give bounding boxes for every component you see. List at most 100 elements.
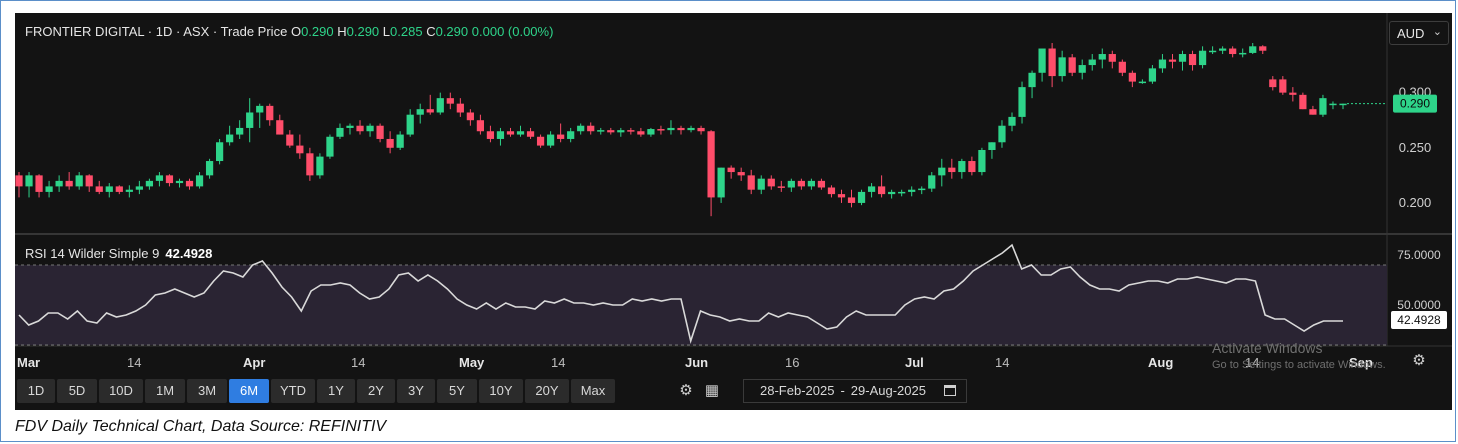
last-price-tag <box>1393 94 1437 113</box>
candle-body <box>25 175 33 187</box>
candle-body <box>326 136 334 157</box>
candle-body <box>747 175 755 190</box>
candle-body <box>577 125 585 132</box>
period-button-1d[interactable]: 1D <box>17 379 55 403</box>
rsi-value-tag <box>1391 311 1447 330</box>
price-tick-label: 0.200 <box>1399 195 1432 210</box>
time-axis-label: Jun <box>685 355 708 370</box>
candle-body <box>938 167 946 176</box>
time-axis-label: 14 <box>1245 355 1259 370</box>
candle-body <box>466 112 474 121</box>
period-button-max[interactable]: Max <box>571 379 615 403</box>
candle-body <box>1188 54 1197 66</box>
candle-body <box>717 167 725 198</box>
candle-body <box>1269 79 1277 88</box>
candle-body <box>637 131 645 135</box>
candle-body <box>687 127 695 131</box>
currency-label: AUD <box>1397 26 1425 41</box>
period-button-1m[interactable]: 1M <box>145 379 185 403</box>
candle-body <box>1148 68 1157 82</box>
candle-body <box>1259 46 1267 51</box>
candle-body <box>1108 54 1116 62</box>
candle-body <box>155 175 164 181</box>
close-value: 0.290 <box>435 24 469 39</box>
candle-body <box>797 180 805 187</box>
candle-body <box>837 194 846 198</box>
period-button-3m[interactable]: 3M <box>187 379 227 403</box>
period-button-1y[interactable]: 1Y <box>317 379 355 403</box>
candle-body <box>1198 50 1207 66</box>
candle-body <box>1219 48 1227 51</box>
candle-body <box>1229 48 1237 55</box>
candle-body <box>567 131 575 139</box>
candle-body <box>306 153 314 176</box>
candle-body <box>1048 48 1056 77</box>
candle-body <box>1279 79 1287 93</box>
table-icon[interactable]: ▦ <box>704 382 720 399</box>
candle-body <box>877 186 886 195</box>
time-axis-label: Mar <box>17 355 40 370</box>
time-axis-label: Sep <box>1349 355 1373 370</box>
date-range-picker[interactable]: 28-Feb-2025-29-Aug-2025 <box>743 379 967 403</box>
candle-body <box>1329 103 1337 106</box>
candle-body <box>1008 116 1016 126</box>
candle-body <box>998 125 1006 143</box>
candle-body <box>15 175 23 187</box>
candle-body <box>145 180 154 187</box>
candle-body <box>45 186 53 192</box>
candle-body <box>777 186 785 188</box>
chart-header: FRONTIER DIGITAL · 1D · ASX · Trade Pric… <box>25 24 554 39</box>
time-axis-label: 16 <box>785 355 799 370</box>
candle-body <box>737 172 745 176</box>
period-button-3y[interactable]: 3Y <box>397 379 435 403</box>
period-button-10y[interactable]: 10Y <box>479 379 523 403</box>
candle-body <box>1178 54 1187 62</box>
rsi-value: 42.4928 <box>165 246 213 261</box>
candle-body <box>1239 52 1247 55</box>
candle-body <box>266 105 274 121</box>
candle-body <box>286 134 294 146</box>
candle-body <box>175 180 184 184</box>
candle-body <box>185 180 194 187</box>
candle-body <box>95 186 103 192</box>
candle-body <box>1078 65 1086 73</box>
candle-body <box>1018 87 1026 117</box>
open-label: O <box>290 24 302 39</box>
period-button-10d[interactable]: 10D <box>99 379 143 403</box>
period-button-5y[interactable]: 5Y <box>437 379 477 403</box>
candle-body <box>1339 103 1347 106</box>
candle-body <box>195 175 204 187</box>
candle-body <box>105 186 113 192</box>
time-axis-label: 14 <box>995 355 1009 370</box>
candle-body <box>1068 57 1076 73</box>
settings-icon[interactable]: ⚙ <box>1412 352 1426 369</box>
period-button-5d[interactable]: 5D <box>57 379 97 403</box>
gear-icon[interactable]: ⚙ <box>679 382 693 399</box>
candle-body <box>356 125 364 132</box>
start-date: 28-Feb-2025 <box>760 383 835 398</box>
time-axis-label: Aug <box>1148 355 1173 370</box>
calendar-icon <box>944 385 956 396</box>
period-button-6m[interactable]: 6M <box>229 379 269 403</box>
rsi-tick-label: 50.0000 <box>1397 298 1441 312</box>
interval-label: 1D <box>155 24 173 39</box>
period-button-20y[interactable]: 20Y <box>525 379 569 403</box>
candle-body <box>767 178 775 187</box>
rsi-title: RSI 14 Wilder Simple 9 <box>25 246 160 261</box>
candle-body <box>1168 59 1177 62</box>
candle-body <box>1158 59 1167 69</box>
candle-body <box>647 129 655 135</box>
candle-body <box>526 131 535 137</box>
candle-body <box>316 156 324 176</box>
time-axis-label: Jul <box>905 355 924 370</box>
period-button-ytd[interactable]: YTD <box>271 379 315 403</box>
rsi-header: RSI 14 Wilder Simple 9 42.4928 <box>25 246 212 261</box>
candle-body <box>1309 109 1317 115</box>
candle-body <box>657 129 665 131</box>
period-button-2y[interactable]: 2Y <box>357 379 395 403</box>
candle-body <box>396 134 404 148</box>
candle-body <box>958 161 966 173</box>
currency-dropdown[interactable]: AUD ⌄ <box>1389 21 1449 45</box>
candle-body <box>536 136 545 146</box>
candle-body <box>587 125 595 132</box>
